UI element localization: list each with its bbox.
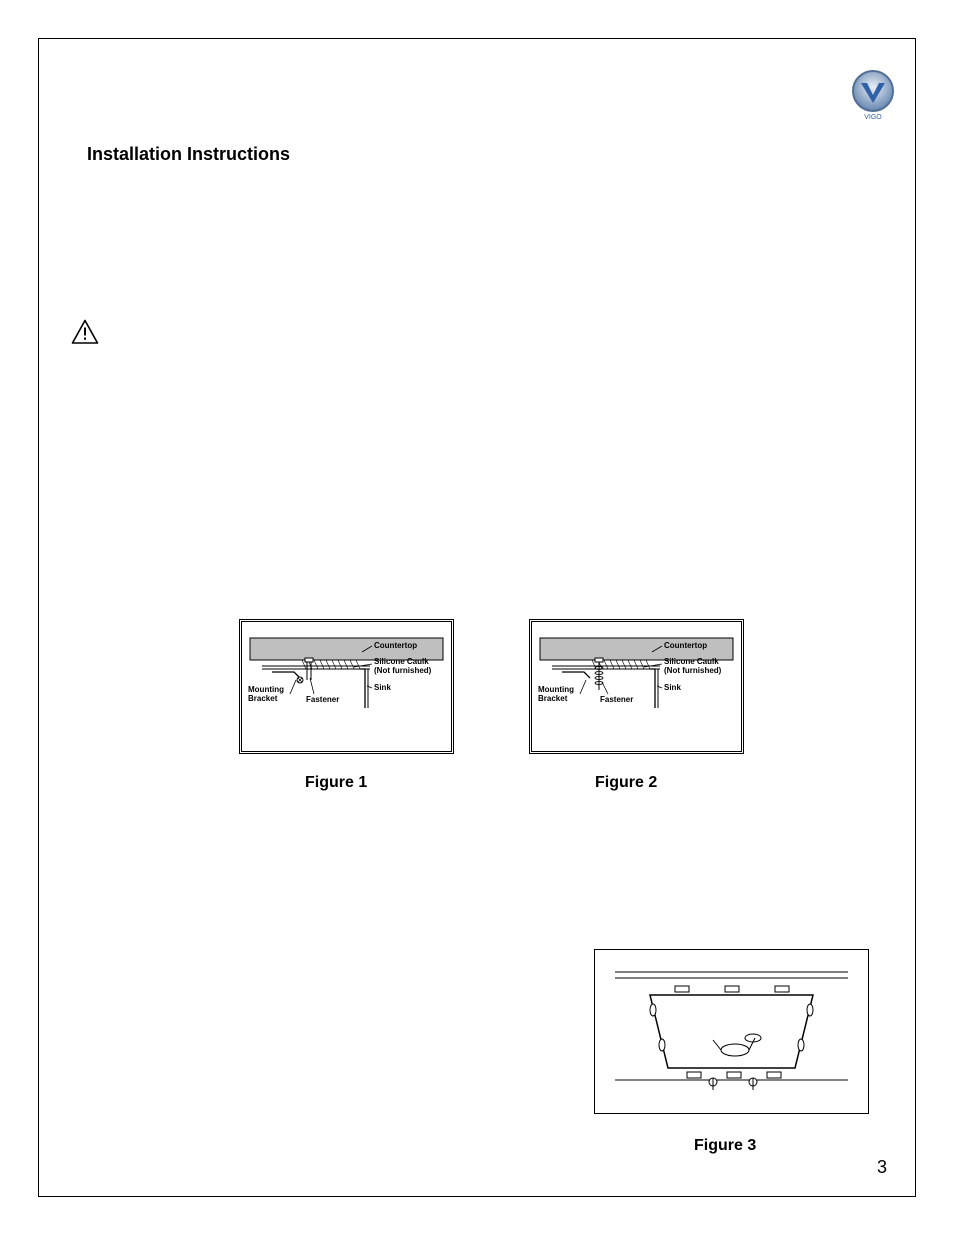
label-silicone-2: (Not furnished) [664, 666, 722, 675]
label-countertop: Countertop [664, 641, 707, 650]
page: VIGO Installation Instructions [0, 0, 954, 1235]
label-silicone-1: Silicone Caulk [374, 657, 429, 666]
label-silicone-2: (Not furnished) [374, 666, 432, 675]
warning-icon [71, 319, 99, 350]
label-fastener: Fastener [306, 695, 339, 704]
label-mounting-1: Mounting [248, 685, 284, 694]
brand-text: VIGO [864, 114, 882, 121]
label-mounting-2: Bracket [248, 694, 278, 703]
label-mounting-2: Bracket [538, 694, 568, 703]
label-sink: Sink [664, 683, 681, 692]
figure-2-box: Countertop Silicone Caulk (Not furnished… [529, 619, 744, 754]
label-sink: Sink [374, 683, 391, 692]
label-fastener: Fastener [600, 695, 633, 704]
page-title: Installation Instructions [87, 144, 290, 165]
figure-2-caption: Figure 2 [595, 774, 657, 792]
label-countertop: Countertop [374, 641, 417, 650]
figure-1-box: Countertop Silicone Caulk (Not furnished… [239, 619, 454, 754]
figure-3-caption: Figure 3 [694, 1137, 756, 1155]
figure-3-box [594, 949, 869, 1114]
page-number: 3 [877, 1157, 887, 1178]
label-mounting-1: Mounting [538, 685, 574, 694]
figure-1-caption: Figure 1 [305, 774, 367, 792]
label-silicone-1: Silicone Caulk [664, 657, 719, 666]
brand-logo: VIGO [849, 69, 897, 129]
page-border: VIGO Installation Instructions [38, 38, 916, 1197]
